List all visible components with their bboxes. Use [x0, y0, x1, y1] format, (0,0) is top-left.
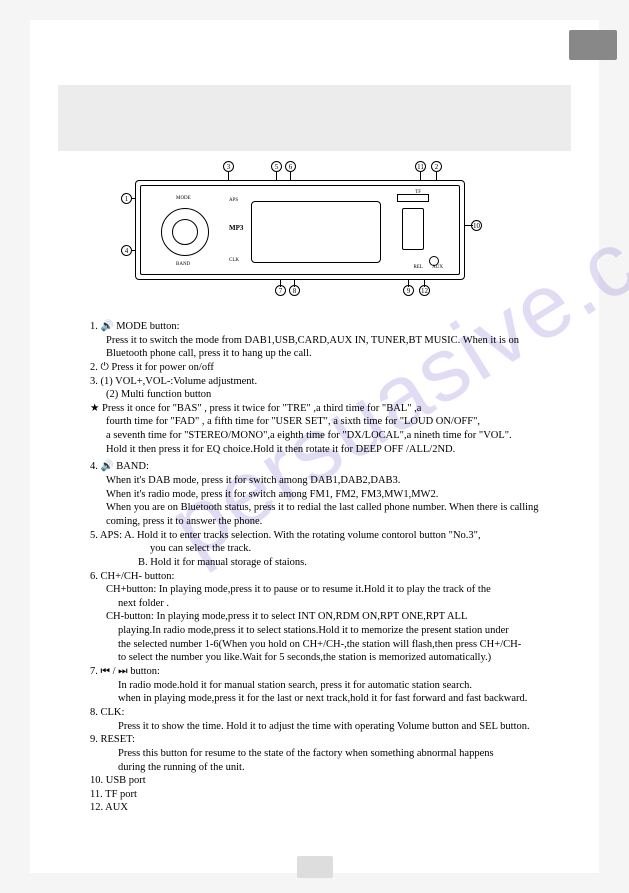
item-12: 12. AUX: [90, 801, 554, 815]
item-4c: When you are on Bluetooth status, press …: [90, 501, 554, 528]
callout-11: 11: [415, 161, 426, 172]
volume-dial: [161, 208, 209, 256]
tf-label: TF: [415, 190, 421, 197]
star-1: ★ Press it once for "BAS" , press it twi…: [90, 402, 554, 416]
item-6: 6. CH+/CH- button:: [90, 570, 554, 584]
item-6a: CH+button: In playing mode,press it to p…: [90, 583, 554, 597]
item-7a: In radio mode.hold it for manual station…: [90, 679, 554, 693]
callout-5: 5: [271, 161, 282, 172]
item-8: 8. CLK:: [90, 706, 554, 720]
dial-inner: [172, 219, 198, 245]
star-4: Hold it then press it for EQ choice.Hold…: [90, 443, 554, 457]
footer-page-box: [297, 856, 333, 878]
clk-label: CLK: [229, 258, 239, 265]
radio-body: MP3 MODE BAND APS CLK TF AUX REL: [135, 180, 465, 280]
item-4a: When it's DAB mode, press it for switch …: [90, 474, 554, 488]
item-1: 1. 🔊 MODE button:: [90, 320, 554, 334]
item-11: 11. TF port: [90, 788, 554, 802]
callout-4: 4: [121, 245, 132, 256]
item-5b: you can select the track.: [90, 542, 554, 556]
callout-1: 1: [121, 193, 132, 204]
item-1-desc: Press it to switch the mode from DAB1,US…: [90, 334, 554, 361]
item-4: 4. 🔊 BAND:: [90, 460, 554, 474]
band-label: BAND: [176, 262, 190, 269]
item-5a: 5. APS: A. Hold it to enter tracks selec…: [90, 529, 554, 543]
callout-3: 3: [223, 161, 234, 172]
radio-diagram: 3 5 6 11 2 1 4 10 7 8 9 12: [115, 165, 485, 300]
manual-content: 1. 🔊 MODE button: Press it to switch the…: [90, 320, 554, 815]
lcd-screen: [251, 201, 381, 263]
callout-2: 2: [431, 161, 442, 172]
item-7b: when in playing mode,press it for the la…: [90, 692, 554, 706]
item-10: 10. USB port: [90, 774, 554, 788]
item-2: 2. ⏻ Press it for power on/off: [90, 361, 554, 375]
callout-6: 6: [285, 161, 296, 172]
item-9: 9. RESET:: [90, 733, 554, 747]
radio-inner: MP3 MODE BAND APS CLK TF AUX REL: [140, 185, 460, 275]
item-9a: Press this button for resume to the stat…: [90, 747, 554, 761]
top-tab: [569, 30, 617, 60]
item-6f: to select the number you like.Wait for 5…: [90, 651, 554, 665]
item-8a: Press it to show the time. Hold it to ad…: [90, 720, 554, 734]
star-2: fourth time for "FAD" , a fifth time for…: [90, 415, 554, 429]
page: 3 5 6 11 2 1 4 10 7 8 9 12: [30, 20, 599, 873]
mode-label: MODE: [176, 196, 191, 203]
aux-label: AUX: [432, 265, 443, 272]
aps-label: APS: [229, 198, 238, 205]
tf-slot: [397, 194, 429, 202]
item-3b: (2) Multi function button: [90, 388, 554, 402]
item-7: 7. ⏮ / ⏭ button:: [90, 665, 554, 679]
item-6c: CH-button: In playing mode,press it to s…: [90, 610, 554, 624]
item-6d: playing.In radio mode,press it to select…: [90, 624, 554, 638]
usb-port: [402, 208, 424, 250]
rel-label: REL: [414, 265, 423, 272]
item-6e: the selected number 1-6(When you hold on…: [90, 638, 554, 652]
star-3: a seventh time for "STEREO/MONO",a eight…: [90, 429, 554, 443]
item-6b: next folder .: [90, 597, 554, 611]
item-9b: during the running of the unit.: [90, 761, 554, 775]
item-3: 3. (1) VOL+,VOL-:Volume adjustment.: [90, 375, 554, 389]
item-4b: When it's radio mode, press it for switc…: [90, 488, 554, 502]
item-5c: B. Hold it for manual storage of staions…: [90, 556, 554, 570]
header-box: [58, 85, 571, 151]
mp3-label: MP3: [229, 224, 243, 233]
